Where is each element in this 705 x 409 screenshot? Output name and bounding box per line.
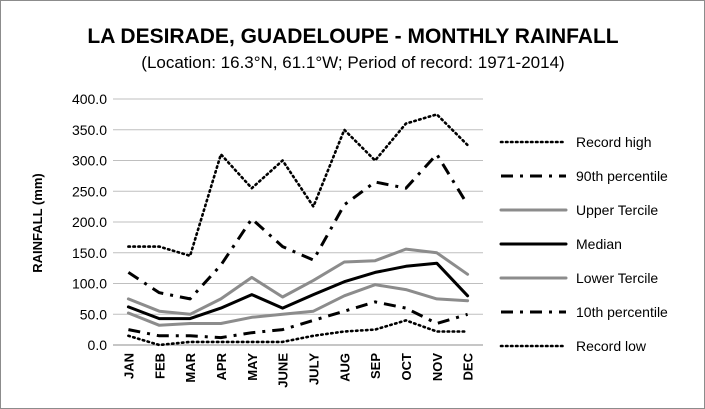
y-tick-label: 150.0 <box>72 245 107 261</box>
series-line-record-high <box>127 113 469 258</box>
y-tick-label: 200.0 <box>72 214 107 230</box>
series-line-90th-percentile <box>127 152 469 301</box>
x-tick-label: JAN <box>121 353 136 379</box>
legend-label-90th-percentile: 90th percentile <box>576 168 668 184</box>
x-tick-label: SEP <box>368 353 383 379</box>
y-tick-label: 50.0 <box>80 306 107 322</box>
x-tick-label: FEB <box>152 353 167 379</box>
grid <box>113 98 483 346</box>
y-tick-label: 300.0 <box>72 153 107 169</box>
x-tick-label: MAY <box>245 353 260 381</box>
y-tick-label: 250.0 <box>72 183 107 199</box>
x-tick-label: JUNE <box>276 353 291 388</box>
y-tick-label: 0.0 <box>88 337 108 353</box>
legend: Record high 90th percentile Upper Tercile M… <box>499 134 668 354</box>
chart-title: LA DESIRADE, GUADELOUPE - MONTHLY RAINFA… <box>87 25 618 48</box>
legend-label-upper-tercile: Upper Tercile <box>576 202 658 218</box>
y-tick-label: 100.0 <box>72 276 107 292</box>
y-axis-label: RAINFALL (mm) <box>30 173 45 272</box>
series-lines <box>126 113 470 347</box>
legend-label-record-low: Record low <box>576 338 647 354</box>
legend-label-record-high: Record high <box>576 134 652 150</box>
x-tick-label: NOV <box>430 353 445 382</box>
legend-label-10th-percentile: 10th percentile <box>576 304 668 320</box>
chart-subtitle: (Location: 16.3°N, 61.1°W; Period of rec… <box>141 53 564 72</box>
x-tick-label: JULY <box>306 353 321 385</box>
x-tick-label: AUG <box>337 353 352 382</box>
x-tick-label: MAR <box>183 352 198 382</box>
y-tick-label: 400.0 <box>72 91 107 107</box>
legend-label-lower-tercile: Lower Tercile <box>576 270 658 286</box>
legend-label-median: Median <box>576 236 622 252</box>
series-line-record-low <box>127 319 469 347</box>
series-line-lower-tercile <box>126 283 470 327</box>
y-axis-ticks: 0.0 50.0 100.0 150.0 200.0 250.0 300.0 350.0 400… <box>72 91 107 353</box>
x-axis-ticks: JAN FEB MAR APR MAY JUNE JULY AUG SEP OCT NOV DEC <box>121 352 475 387</box>
x-tick-label: DEC <box>461 352 476 380</box>
series-line-upper-tercile <box>126 247 470 316</box>
y-tick-label: 350.0 <box>72 122 107 138</box>
x-tick-label: OCT <box>399 353 414 381</box>
series-line-median <box>126 261 470 321</box>
x-tick-label: APR <box>214 352 229 380</box>
